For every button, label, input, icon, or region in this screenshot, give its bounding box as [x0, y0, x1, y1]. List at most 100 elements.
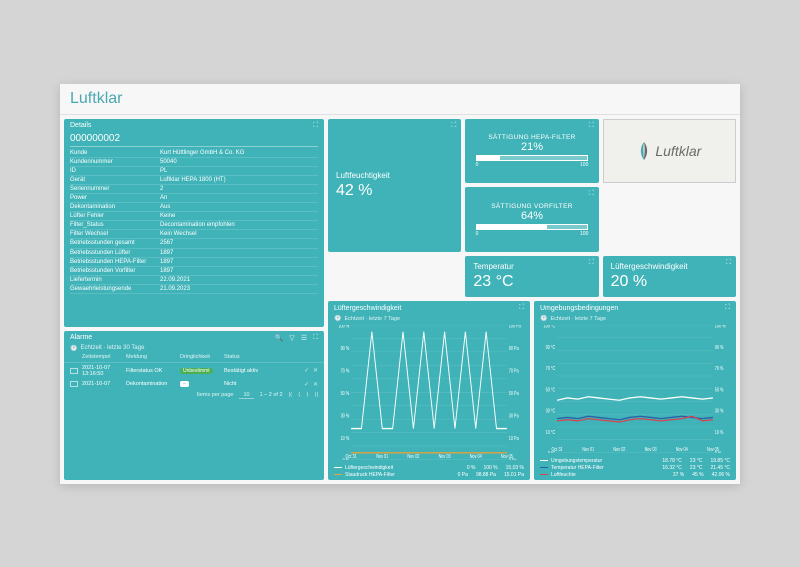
alarm-status: Bestätigt aktiv [224, 368, 300, 374]
alarms-header: ZeitstempelMeldungDringlichkeitStatus [64, 352, 324, 363]
legend-row: Temperatur HEPA-Filter16.32 °C23 °C21.45… [540, 465, 730, 471]
expand-icon[interactable]: ⛶ [313, 122, 318, 130]
legend-label: Lüftergeschwindigkeit [345, 465, 393, 471]
items-per-page-label: Items per page [197, 392, 234, 398]
columns-icon[interactable]: ☰ [301, 334, 307, 342]
details-key: Seriennummer [70, 185, 160, 193]
sat-vor-title: SÄTTIGUNG VORFILTER [491, 203, 572, 210]
details-key: ID [70, 167, 160, 175]
details-key: Gerät [70, 176, 160, 184]
expand-icon[interactable]: ⛶ [451, 122, 456, 130]
alarm-checkbox[interactable] [70, 381, 78, 387]
filter-icon[interactable]: ▽ [289, 334, 294, 342]
right-top-grid: ⛶ SÄTTIGUNG HEPA-FILTER 21% 0100 ⛶ Luftf… [328, 119, 736, 298]
details-key: Dekontamination [70, 203, 160, 211]
sat-hepa-min: 0 [476, 162, 479, 168]
alarm-checkbox[interactable] [70, 368, 78, 374]
alarms-col [70, 354, 78, 360]
details-value: Decontamination empfohlen [160, 221, 318, 229]
items-per-page-select[interactable]: 10 [239, 392, 253, 399]
svg-text:30 %: 30 % [341, 413, 350, 419]
details-row: Betriebsstunden gesamt2567 [70, 239, 318, 248]
expand-icon[interactable]: ⛶ [589, 259, 594, 267]
alarms-footer: Items per page 10 1 – 2 of 2 |⟨ ⟨ ⟩ ⟩| [64, 390, 324, 401]
details-row: Seriennummer2 [70, 185, 318, 194]
svg-text:30 °C: 30 °C [546, 408, 556, 414]
details-value: 50040 [160, 158, 318, 166]
sat-hepa-bar [476, 155, 589, 161]
svg-text:Nov 01: Nov 01 [376, 454, 388, 460]
logo-text: Luftklar [655, 143, 701, 159]
alarms-col: Zeitstempel [82, 354, 122, 360]
svg-text:70 Pa: 70 Pa [509, 368, 519, 374]
expand-icon[interactable]: ⛶ [725, 304, 730, 312]
details-key: Kundennummer [70, 158, 160, 166]
chart-env-card: Umgebungsbedingungen⛶ Echtzeit · letzte … [534, 301, 736, 480]
dismiss-icon[interactable]: ✕ [313, 367, 318, 374]
dismiss-icon[interactable]: ✕ [313, 381, 318, 388]
expand-icon[interactable]: ⛶ [313, 334, 318, 342]
svg-text:30 %: 30 % [715, 408, 724, 414]
chart-env-subtitle: Echtzeit · letzte 7 Tage [550, 316, 606, 322]
ack-icon[interactable]: ✓ [304, 381, 309, 388]
first-page-icon[interactable]: |⟨ [289, 392, 293, 398]
temperature-card: ⛶ Temperatur 23 °C [465, 256, 598, 297]
legend-values: 37 %45 %42.06 % [673, 472, 730, 478]
sat-hepa-card: ⛶ SÄTTIGUNG HEPA-FILTER 21% 0100 [465, 119, 598, 184]
svg-text:10 %: 10 % [715, 429, 724, 435]
expand-icon[interactable]: ⛶ [589, 190, 594, 198]
details-key: Betriebsstunden HEPA-Filter [70, 258, 160, 266]
svg-text:Oct 31: Oct 31 [552, 447, 564, 453]
details-value: 2 [160, 185, 318, 193]
svg-text:70 %: 70 % [341, 368, 350, 374]
alarm-status: Nicht [224, 381, 300, 387]
legend-label: Umgebungstemperatur [551, 458, 602, 464]
expand-icon[interactable]: ⛶ [589, 122, 594, 130]
next-page-icon[interactable]: ⟩ [306, 392, 308, 398]
fanspeed-title: Lüftergeschwindigkeit [611, 262, 728, 271]
svg-text:Nov 02: Nov 02 [407, 454, 419, 460]
legend-swatch [540, 467, 548, 469]
details-row: DekontaminationAus [70, 203, 318, 212]
temperature-value: 23 °C [473, 273, 590, 291]
humidity-value: 42 % [336, 182, 453, 200]
fanspeed-value: 20 % [611, 273, 728, 291]
expand-icon[interactable]: ⛶ [726, 259, 731, 267]
svg-text:50 Pa: 50 Pa [509, 390, 519, 396]
last-page-icon[interactable]: ⟩| [314, 392, 318, 398]
details-key: Filter_Status [70, 221, 160, 229]
alarm-row: 2021-10-07Dekontamination–Nicht✓✕ [64, 379, 324, 390]
svg-text:50 %: 50 % [341, 390, 350, 396]
legend-values: 0 %100 %15,03 % [467, 465, 524, 471]
alarms-col: Dringlichkeit [180, 354, 220, 360]
details-row: Liefertermin22.09.2021 [70, 276, 318, 285]
details-title: Details [70, 122, 91, 129]
expand-icon[interactable]: ⛶ [519, 304, 524, 312]
details-key: Lüfter Fehler [70, 212, 160, 220]
details-value: 21.09.2023 [160, 285, 318, 293]
prev-page-icon[interactable]: ⟨ [298, 392, 300, 398]
svg-text:70 %: 70 % [715, 366, 724, 372]
search-icon[interactable]: 🔍 [275, 334, 284, 342]
ack-icon[interactable]: ✓ [304, 367, 309, 374]
svg-text:30 Pa: 30 Pa [509, 413, 519, 419]
chart-fan-card: Lüftergeschwindigkeit⛶ Echtzeit · letzte… [328, 301, 530, 480]
alarms-rows: 2021-10-07 13:16:50Filterstatus OKUnbest… [64, 363, 324, 390]
details-key: Filter Wechsel [70, 230, 160, 238]
left-column: Details ⛶ 000000002 KundeKurt Hüttlinger… [64, 119, 324, 480]
humidity-card: ⛶ Luftfeuchtigkeit 42 % [328, 119, 461, 253]
temperature-title: Temperatur [473, 262, 590, 271]
sat-vor-value: 64% [521, 210, 543, 222]
sat-vor-max: 100 [580, 231, 588, 237]
legend-label: Temperatur HEPA-Filter [551, 465, 604, 471]
chart-fan-svg: 100 %90 %70 %50 %30 %10 %0 %100 Pa90 Pa7… [334, 325, 524, 460]
details-rows: KundeKurt Hüttlinger GmbH & Co. KGKunden… [70, 149, 318, 295]
details-value: Keine [160, 212, 318, 220]
details-key: Gewaehrleistungsende [70, 285, 160, 293]
details-key: Kunde [70, 149, 160, 157]
details-key: Betriebsstunden Lüfter [70, 249, 160, 257]
alarms-col: Meldung [126, 354, 176, 360]
legend-row: Lüftergeschwindigkeit 0 %100 %15,03 % [334, 465, 524, 471]
details-value: 1897 [160, 249, 318, 257]
sat-hepa-value: 21% [521, 141, 543, 153]
